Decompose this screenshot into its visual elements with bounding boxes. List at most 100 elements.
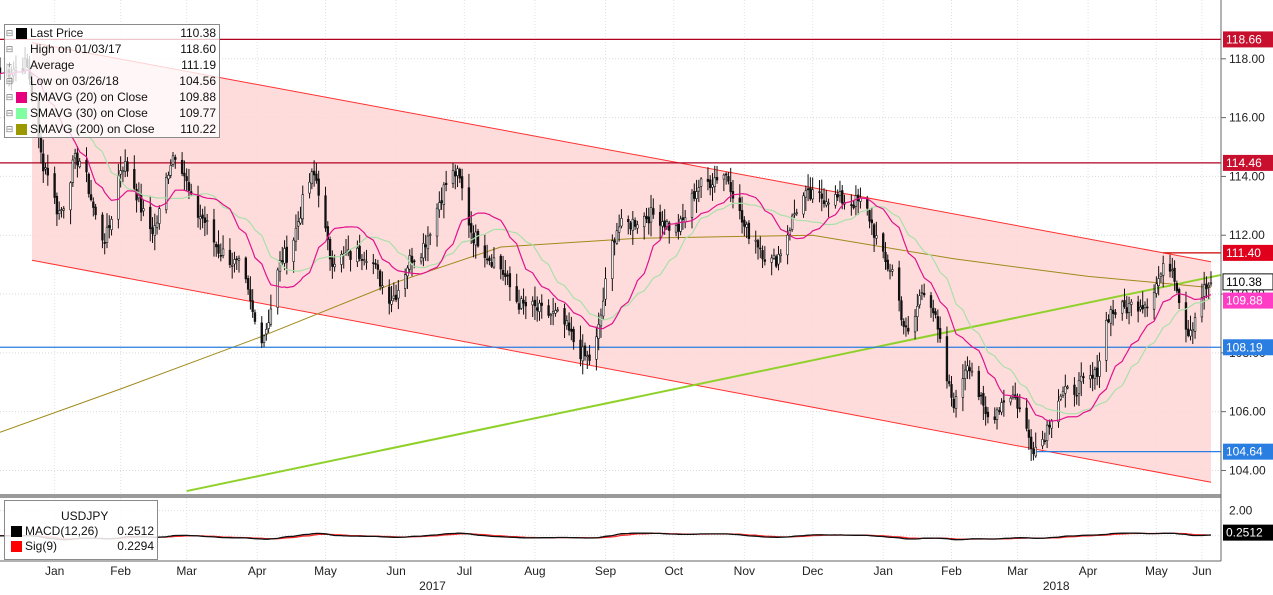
legend-label: Last Price bbox=[30, 26, 84, 40]
legend-label: SMAVG (30) on Close bbox=[30, 106, 148, 120]
candle-body bbox=[629, 222, 632, 230]
candle-body bbox=[743, 219, 746, 227]
candle-body bbox=[1202, 284, 1206, 297]
candle-body bbox=[231, 265, 234, 267]
candle-body bbox=[645, 215, 648, 220]
candle-body bbox=[488, 257, 491, 262]
candle-body bbox=[424, 244, 427, 248]
candle-body bbox=[1111, 309, 1115, 314]
candle-body bbox=[356, 247, 359, 262]
candle-body bbox=[658, 211, 662, 226]
candle-body bbox=[1143, 304, 1147, 308]
candle-body bbox=[611, 240, 614, 279]
candle-body bbox=[565, 320, 568, 326]
panel-separator bbox=[0, 494, 1221, 498]
candle-body bbox=[961, 378, 965, 398]
candle-body bbox=[1139, 306, 1142, 310]
candle-body bbox=[963, 369, 967, 379]
candle-body bbox=[476, 231, 480, 247]
candle-body bbox=[1107, 319, 1110, 322]
candle-body bbox=[1162, 263, 1165, 276]
candle-body bbox=[875, 235, 878, 239]
candle-body bbox=[1157, 278, 1160, 286]
candle-body bbox=[158, 208, 161, 224]
candle-body bbox=[317, 178, 320, 196]
candle-body bbox=[968, 367, 971, 372]
candle-body bbox=[636, 224, 639, 229]
y-tick-label: 114.00 bbox=[1229, 169, 1265, 183]
legend-swatch bbox=[16, 27, 27, 39]
candle-body bbox=[1136, 301, 1140, 312]
legend-value: 109.88 bbox=[179, 90, 216, 104]
legend-value: 104.56 bbox=[179, 74, 216, 88]
legend-value: 109.77 bbox=[179, 106, 216, 120]
candle-body bbox=[187, 182, 191, 191]
candle-body bbox=[438, 202, 441, 211]
candle-body bbox=[649, 207, 653, 223]
candle-body bbox=[297, 221, 300, 227]
candle-body bbox=[620, 218, 623, 227]
level-tag-label: 114.46 bbox=[1226, 156, 1262, 170]
legend-value: 110.38 bbox=[180, 26, 216, 40]
candle-body bbox=[372, 262, 375, 265]
candle-body bbox=[567, 322, 571, 331]
candle-body bbox=[531, 300, 534, 306]
candle-body bbox=[1091, 374, 1094, 379]
candle-body bbox=[1207, 284, 1210, 288]
candle-body bbox=[745, 224, 748, 228]
price-tag-bg bbox=[1222, 273, 1273, 291]
candle-body bbox=[1175, 283, 1179, 292]
candle-body bbox=[822, 200, 826, 205]
candle-body bbox=[661, 221, 664, 227]
candle-body bbox=[888, 269, 892, 272]
candle-body bbox=[681, 217, 685, 221]
candle-body bbox=[451, 170, 455, 184]
candle-body bbox=[551, 311, 555, 314]
legend-label: Sig(9) bbox=[25, 539, 58, 553]
candle-body bbox=[360, 259, 364, 261]
candle-body bbox=[533, 299, 537, 307]
macd-tag-bg bbox=[1223, 524, 1273, 541]
month-label: Sep bbox=[595, 564, 617, 578]
candle-body bbox=[490, 262, 493, 267]
candle-body bbox=[1043, 440, 1047, 442]
legend-collapse-icon[interactable]: ⊟ bbox=[5, 108, 14, 118]
candle-body bbox=[581, 346, 584, 362]
candle-body bbox=[42, 153, 45, 172]
candle-body bbox=[984, 406, 987, 415]
candle-body bbox=[199, 216, 202, 220]
macd-tag-label: 0.2512 bbox=[1226, 526, 1263, 540]
candle-body bbox=[454, 171, 457, 177]
candle-body bbox=[171, 155, 175, 165]
candle-body bbox=[413, 260, 416, 263]
trendline bbox=[186, 273, 1222, 493]
candle-body bbox=[904, 325, 908, 328]
legend-collapse-icon[interactable]: ⊟ bbox=[5, 44, 14, 54]
candle-body bbox=[133, 169, 136, 189]
candle-body bbox=[920, 292, 924, 294]
legend-collapse-icon[interactable]: ⊟ bbox=[5, 28, 14, 38]
candle-body bbox=[392, 295, 395, 299]
candle-body bbox=[699, 178, 703, 187]
candle-body bbox=[754, 239, 757, 242]
candle-body bbox=[180, 159, 184, 174]
candle-body bbox=[108, 225, 111, 228]
candle-body bbox=[886, 259, 889, 270]
candle-body bbox=[249, 289, 252, 302]
candle-body bbox=[340, 253, 343, 265]
legend-collapse-icon[interactable]: ⊟ bbox=[5, 92, 14, 102]
legend-collapse-icon[interactable]: + bbox=[6, 60, 13, 70]
candle-body bbox=[759, 247, 762, 250]
candle-body bbox=[795, 212, 798, 215]
candle-body bbox=[834, 194, 837, 206]
candle-body bbox=[460, 176, 464, 189]
legend-swatch bbox=[11, 541, 22, 552]
candle-body bbox=[299, 217, 302, 224]
candle-body bbox=[677, 223, 680, 232]
legend-collapse-icon[interactable]: ⊟ bbox=[5, 76, 14, 86]
candle-body bbox=[1114, 312, 1117, 315]
candle-body bbox=[738, 197, 741, 212]
legend-value: 0.2512 bbox=[117, 524, 154, 538]
candle-body bbox=[948, 381, 951, 384]
legend-collapse-icon[interactable]: ⊟ bbox=[5, 124, 14, 134]
